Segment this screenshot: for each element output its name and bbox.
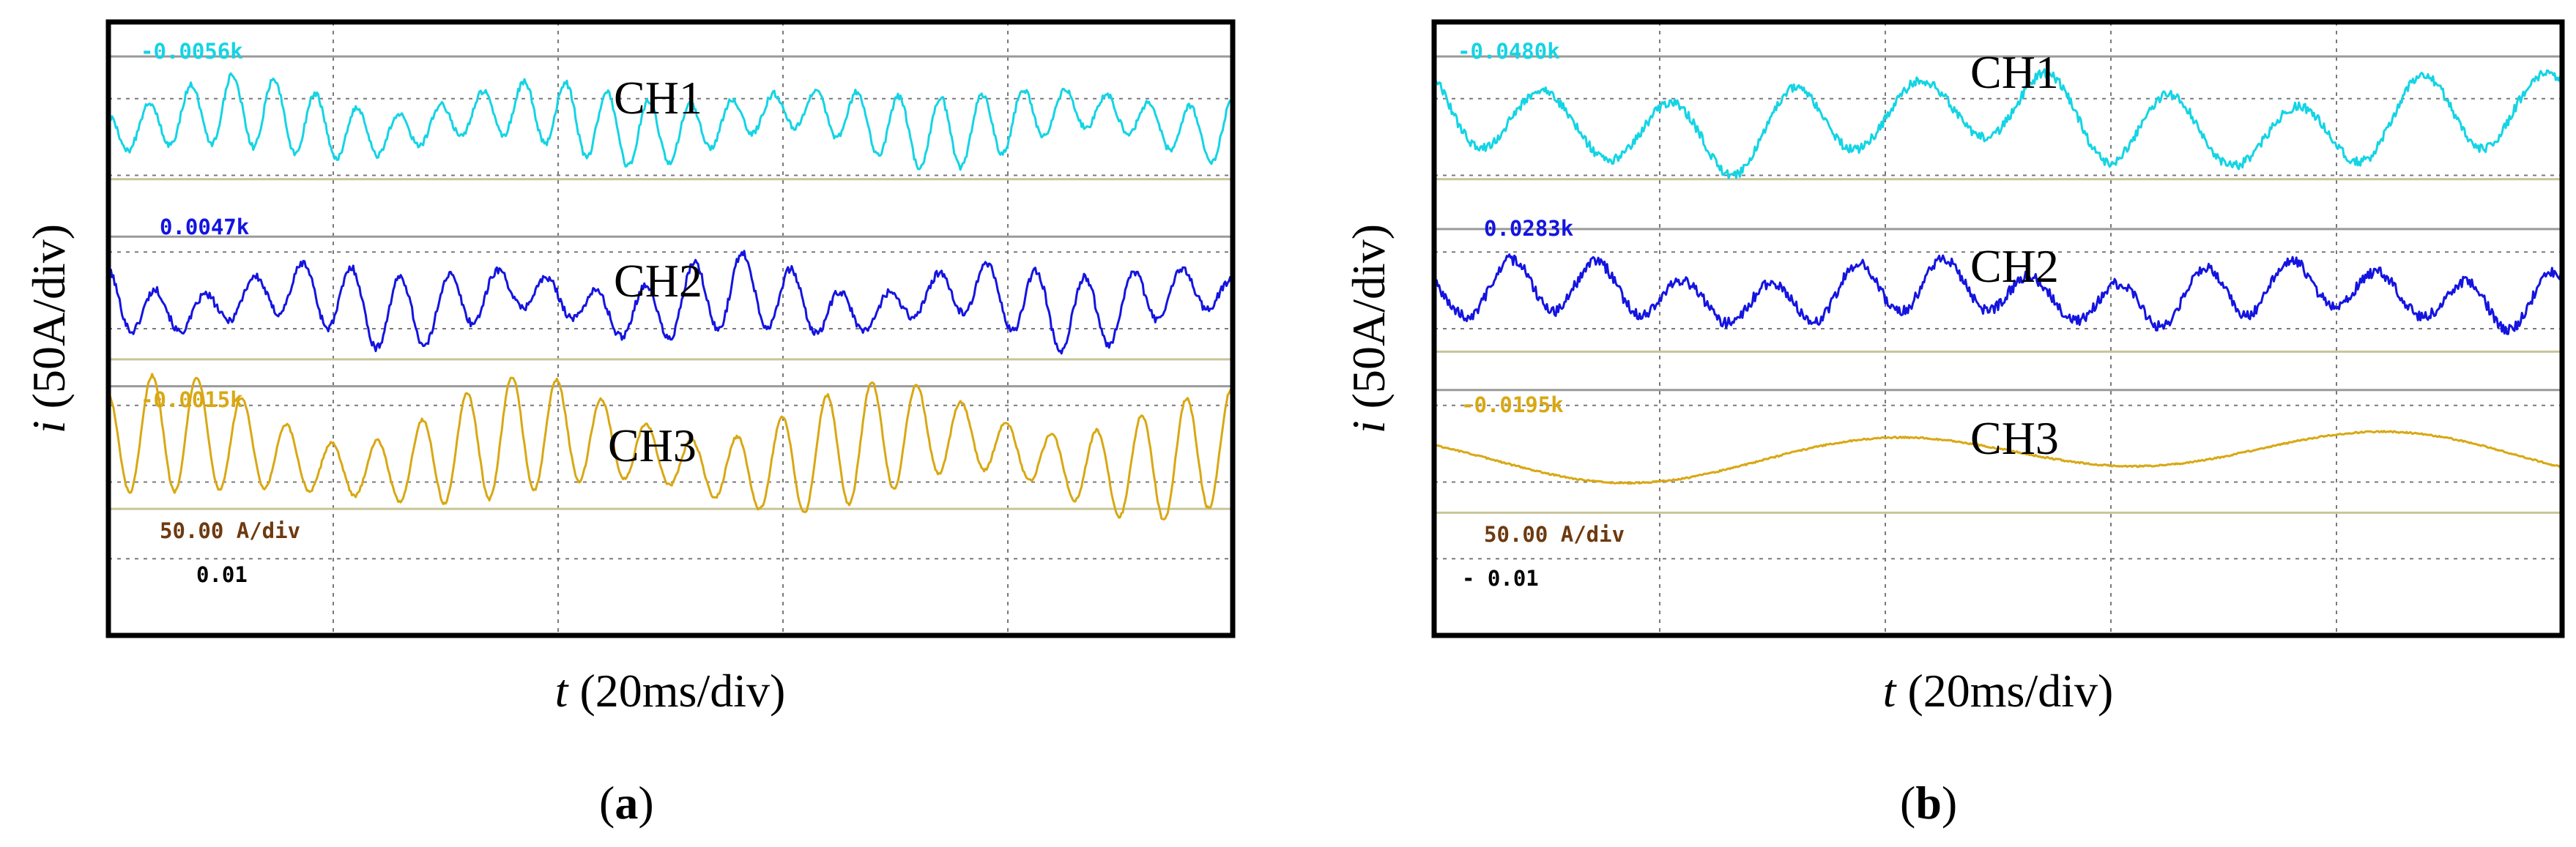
y-axis-var: i (1343, 420, 1395, 433)
small-value-readout: 0.01 (196, 562, 248, 587)
panel-letter: a (615, 777, 638, 829)
plot-frame (1431, 19, 2565, 638)
ch2-offset-readout: 0.0047k (160, 214, 249, 239)
trace-ch2 (107, 250, 1234, 355)
y-axis-unit: (50A/div) (23, 224, 75, 408)
ch1-offset-readout: -0.0056k (141, 39, 243, 64)
x-axis-unit: (20ms/div) (1907, 665, 2113, 717)
ch1-label: CH1 (1970, 46, 2059, 98)
ch3-offset-readout: -0.0015k (141, 387, 243, 412)
trace-ch1 (108, 72, 1233, 171)
grid (1434, 22, 2562, 635)
grid (108, 22, 1233, 635)
panel-letter: b (1915, 777, 1942, 829)
y-axis-var: i (23, 420, 75, 433)
trace-ch3 (107, 373, 1234, 520)
ch1-label: CH1 (614, 72, 702, 124)
ch1-offset-readout: -0.0480k (1458, 39, 1560, 64)
scale-readout: 50.00 A/div (160, 518, 300, 543)
y-axis-title: i (50A/div) (23, 224, 75, 433)
trace-ch1 (1433, 68, 2563, 179)
x-axis-var: t (555, 665, 570, 717)
scale-readout: 50.00 A/div (1484, 522, 1625, 547)
x-axis-unit: (20ms/div) (579, 665, 785, 717)
ch2-label: CH2 (614, 255, 702, 307)
y-axis-title: i (50A/div) (1343, 224, 1395, 433)
traces (1433, 68, 2564, 485)
small-value-readout: - 0.01 (1462, 566, 1539, 591)
traces (107, 72, 1234, 520)
ch3-offset-readout: -0.0195k (1461, 392, 1564, 417)
panel-label: (b) (1900, 777, 1957, 829)
ch3-label: CH3 (1970, 412, 2059, 464)
x-axis-title: t (20ms/div) (555, 665, 786, 717)
trace-ch3 (1433, 430, 2563, 485)
plot-frame (105, 19, 1236, 638)
panel-label: (a) (599, 777, 654, 829)
reference-lines (108, 55, 1233, 510)
y-axis-unit: (50A/div) (1343, 224, 1395, 408)
x-axis-var: t (1883, 665, 1898, 717)
panel-a: -0.0056k 0.0047k -0.0015k 50.00 A/div 0.… (23, 19, 1236, 829)
x-axis-title: t (20ms/div) (1883, 665, 2114, 717)
reference-lines (1434, 55, 2562, 514)
ch3-label: CH3 (608, 419, 697, 471)
trace-ch2 (1433, 253, 2564, 335)
ch2-label: CH2 (1970, 240, 2059, 292)
panel-b: -0.0480k 0.0283k -0.0195k 50.00 A/div - … (1343, 19, 2565, 829)
ch2-offset-readout: 0.0283k (1484, 216, 1573, 241)
